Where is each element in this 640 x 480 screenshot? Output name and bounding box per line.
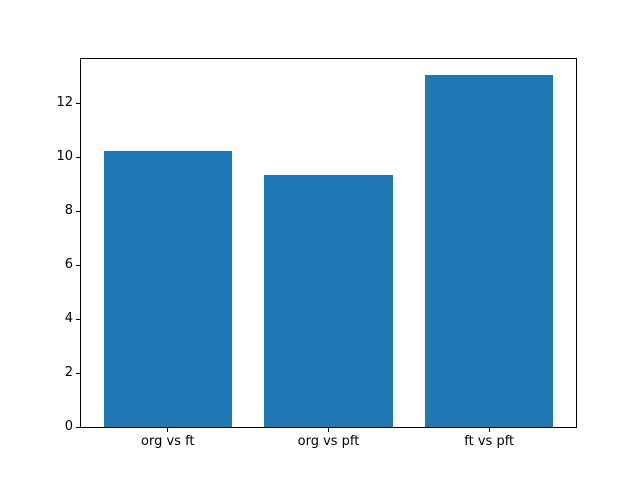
y-axis-tick: [76, 318, 80, 320]
y-axis-tick-label: 4: [64, 311, 73, 327]
y-axis-tick-label: 8: [64, 203, 73, 219]
y-axis-tick: [76, 102, 80, 104]
y-axis-tick-label: 2: [64, 365, 73, 381]
y-axis-tick: [76, 372, 80, 374]
x-axis-tick: [488, 428, 490, 432]
x-axis-tick: [328, 428, 329, 432]
x-axis-tick-label: ft vs pft: [464, 434, 515, 449]
y-axis-tick: [76, 156, 80, 158]
y-axis-tick: [76, 210, 80, 212]
y-axis-tick: [76, 426, 80, 428]
bar-org-vs-pft: [264, 175, 393, 427]
bar-org-vs-ft: [103, 150, 233, 427]
y-axis-tick-label: 12: [56, 95, 73, 111]
bar-ft-vs-pft: [424, 75, 554, 427]
x-axis-tick: [167, 428, 169, 432]
plot-area: [80, 58, 577, 428]
x-axis-tick-label: org vs ft: [141, 434, 195, 449]
y-axis-tick-label: 6: [64, 257, 73, 273]
y-axis-tick: [76, 264, 80, 266]
y-axis-tick-label: 0: [64, 419, 73, 434]
x-axis-tick-label: org vs pft: [297, 434, 360, 449]
y-axis-tick-label: 10: [56, 149, 73, 165]
